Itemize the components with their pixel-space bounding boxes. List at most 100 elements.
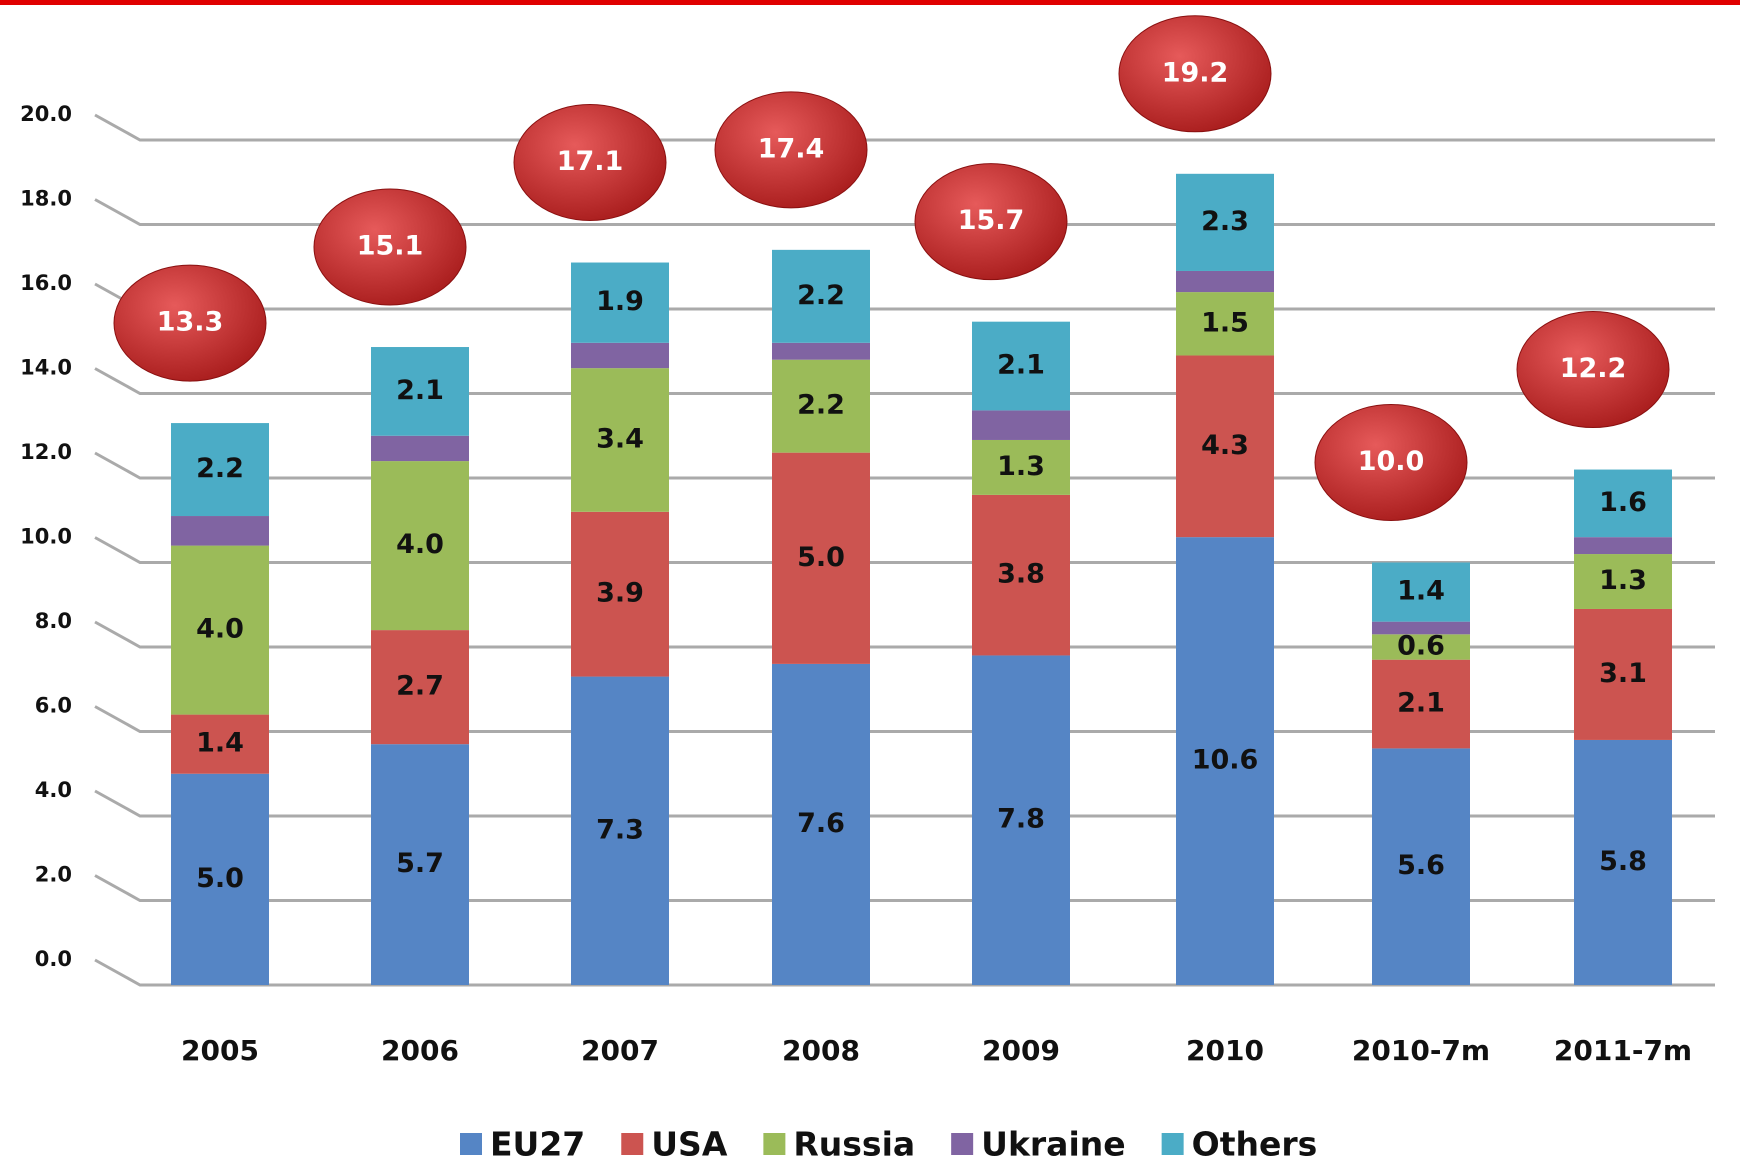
data-label: 1.4 [196,728,244,759]
bar-segment [571,368,669,512]
bar-segment [1372,562,1470,622]
total-bubble [313,188,467,306]
y-tick-label: 18.0 [20,187,72,211]
legend-label: Russia [793,1125,915,1164]
bar-segment [571,511,669,677]
bar-segment [571,676,669,985]
total-label: 10.0 [1358,446,1425,477]
bar-segment [371,461,469,631]
bar-segment [772,359,870,453]
y-tick-label: 14.0 [20,356,72,380]
data-label: 7.8 [997,804,1045,835]
data-label: 7.3 [596,814,644,845]
legend-swatch [1161,1133,1184,1155]
bar-segment [371,347,469,436]
legend-label: USA [651,1125,728,1164]
data-label: 2.1 [396,375,444,406]
bar-segment [1176,355,1274,538]
bar-segment [772,663,870,985]
bar-segment [1176,537,1274,985]
legend-swatch [951,1133,974,1155]
data-label: 1.3 [1599,565,1647,596]
bar-segment [1372,634,1470,660]
data-label: 1.6 [1599,487,1647,518]
bar-segment [1372,748,1470,985]
data-label: 2.2 [797,390,845,421]
total-bubble [513,104,667,222]
top-rule [0,0,1740,5]
bar-segment [1574,739,1672,985]
data-label: 2.1 [997,350,1045,381]
data-label: 3.9 [596,578,644,609]
data-label: 7.6 [797,808,845,839]
data-label: 2.3 [1201,206,1249,237]
bar-segment [972,410,1070,440]
data-label: 2.1 [1397,688,1445,719]
data-label: 5.0 [196,863,244,894]
bar-segment [1574,554,1672,609]
total-label: 15.1 [357,231,424,262]
total-label: 19.2 [1162,57,1229,88]
bar-segment [972,655,1070,985]
data-label: 4.3 [1201,430,1249,461]
grid-line [94,536,1715,564]
legend-swatch [763,1133,786,1155]
data-label: 1.5 [1201,307,1249,338]
data-label: 1.4 [1397,576,1445,607]
grid-line [94,789,1715,818]
y-tick-label: 16.0 [20,271,72,295]
total-bubble [714,91,868,209]
y-tick-label: 8.0 [35,609,72,633]
y-tick-label: 2.0 [35,863,72,887]
data-label: 10.6 [1192,745,1259,776]
data-label: 2.2 [196,453,244,484]
x-tick-label: 2007 [581,1034,659,1067]
bar-segment [772,452,870,664]
x-tick-label: 2009 [982,1034,1060,1067]
bar-segment [772,342,870,360]
bar-segment [371,630,469,745]
legend-label: EU27 [490,1125,585,1164]
y-tick-label: 6.0 [35,694,72,718]
data-label: 5.0 [797,542,845,573]
bar-segment [371,744,469,985]
legend-label: Others [1192,1125,1318,1164]
y-tick-label: 12.0 [20,440,72,464]
total-label: 17.1 [557,146,624,177]
total-label: 12.2 [1560,353,1627,384]
bar-segment [171,516,269,546]
grid-line [94,874,1715,902]
x-tick-label: 2005 [181,1034,259,1067]
x-tick-label: 2011-7m [1554,1034,1692,1067]
y-tick-label: 20.0 [20,102,72,126]
data-label: 3.4 [596,423,644,454]
grid-line [94,451,1715,480]
data-label: 2.2 [797,280,845,311]
data-label: 1.9 [596,286,644,317]
bar-segment [1176,173,1274,271]
y-tick-label: 10.0 [20,525,72,549]
bar-segment [972,494,1070,656]
bar-segment [1574,608,1672,740]
bar-segment [1176,270,1274,293]
data-label: 4.0 [396,529,444,560]
legend-label: Ukraine [981,1125,1125,1164]
grid-line [94,367,1715,395]
bar-segment [171,545,269,715]
data-label: 4.0 [196,614,244,645]
total-bubble [1314,404,1468,521]
total-label: 13.3 [157,307,224,338]
x-tick-label: 2010 [1186,1034,1264,1067]
bar-segment [1574,469,1672,538]
bar-segment [972,321,1070,411]
bar-segment [772,249,870,343]
grid-line [94,958,1715,987]
data-label: 1.3 [997,451,1045,482]
bar-segment [171,714,269,774]
bar-segment [171,773,269,985]
bar-segment [1176,292,1274,356]
x-tick-label: 2006 [381,1034,459,1067]
total-bubble [914,163,1068,281]
data-label: 5.8 [1599,846,1647,877]
